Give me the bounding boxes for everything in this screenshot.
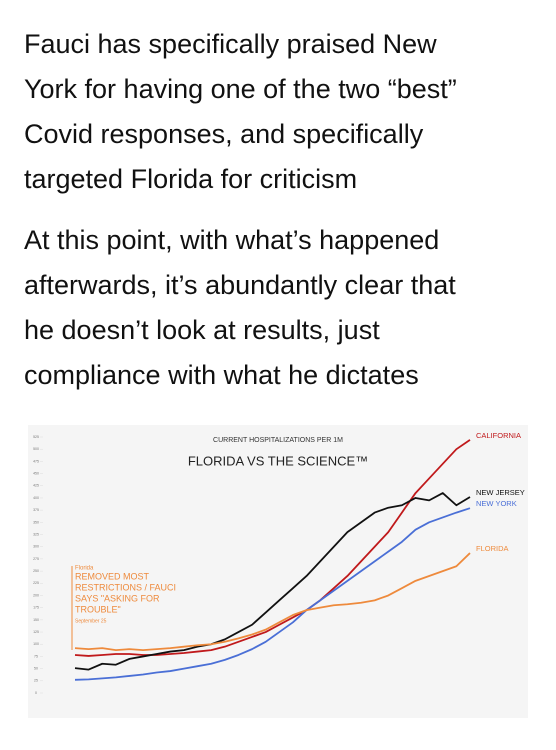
- annotation-text: TROUBLE": [75, 604, 121, 614]
- paragraph: At this point, with what’s happened after…: [24, 218, 544, 398]
- y-tick-label: 250: [33, 569, 39, 573]
- y-tick-label: 325: [33, 532, 39, 536]
- series-line: [74, 552, 471, 651]
- y-tick-label: 275: [33, 557, 39, 561]
- annotation-text: September 25: [75, 618, 107, 624]
- y-tick-label: 450: [33, 471, 39, 475]
- y-tick-label: 375: [33, 508, 39, 512]
- text-line: Fauci has specifically praised New: [24, 29, 437, 59]
- series-label: CALIFORNIA: [476, 431, 521, 440]
- y-tick-label: 300: [33, 545, 39, 549]
- chart-background: [28, 425, 528, 718]
- series-line: [74, 439, 471, 657]
- text-line: compliance with what he dictates: [24, 360, 419, 390]
- text-line: targeted Florida for criticism: [24, 164, 358, 194]
- chart-title: FLORIDA VS THE SCIENCE™: [188, 453, 368, 468]
- y-tick-label: 200: [33, 593, 39, 597]
- y-tick-label: 0: [35, 691, 37, 695]
- y-tick-label: 425: [33, 484, 39, 488]
- y-tick-label: 75: [34, 654, 38, 658]
- text-line: Covid responses, and specifically: [24, 119, 424, 149]
- y-tick-label: 225: [33, 581, 39, 585]
- y-tick-label: 125: [33, 630, 39, 634]
- text-line: At this point, with what’s happened: [24, 225, 440, 255]
- y-tick-label: 100: [33, 642, 39, 646]
- text-line: he doesn’t look at results, just: [24, 315, 380, 345]
- y-tick-label: 25: [34, 679, 38, 683]
- chart-subtitle: CURRENT HOSPITALIZATIONS PER 1M: [213, 437, 343, 444]
- y-tick-label: 500: [33, 447, 39, 451]
- annotation-text: RESTRICTIONS / FAUCI: [75, 582, 176, 592]
- y-tick-label: 475: [33, 459, 39, 463]
- y-tick-label: 525: [33, 435, 39, 439]
- text-line: York for having one of the two “best”: [24, 74, 457, 104]
- y-tick-label: 175: [33, 606, 39, 610]
- series-label: NEW YORK: [476, 499, 517, 508]
- series-line: [74, 492, 471, 671]
- y-tick-label: 150: [33, 618, 39, 622]
- y-tick-label: 400: [33, 496, 39, 500]
- paragraph: Fauci has specifically praised New York f…: [24, 22, 544, 202]
- series-line: [74, 507, 471, 681]
- y-tick-label: 50: [34, 667, 38, 671]
- series-label: NEW JERSEY: [476, 488, 525, 497]
- series-label: FLORIDA: [476, 544, 509, 553]
- y-tick-label: 350: [33, 520, 39, 524]
- annotation-text: REMOVED MOST: [75, 571, 150, 581]
- annotation-text: Florida: [75, 566, 94, 572]
- tweet-text: Fauci has specifically praised New York f…: [24, 22, 544, 414]
- text-line: afterwards, it’s abundantly clear that: [24, 270, 456, 300]
- annotation-text: SAYS "ASKING FOR: [75, 593, 160, 603]
